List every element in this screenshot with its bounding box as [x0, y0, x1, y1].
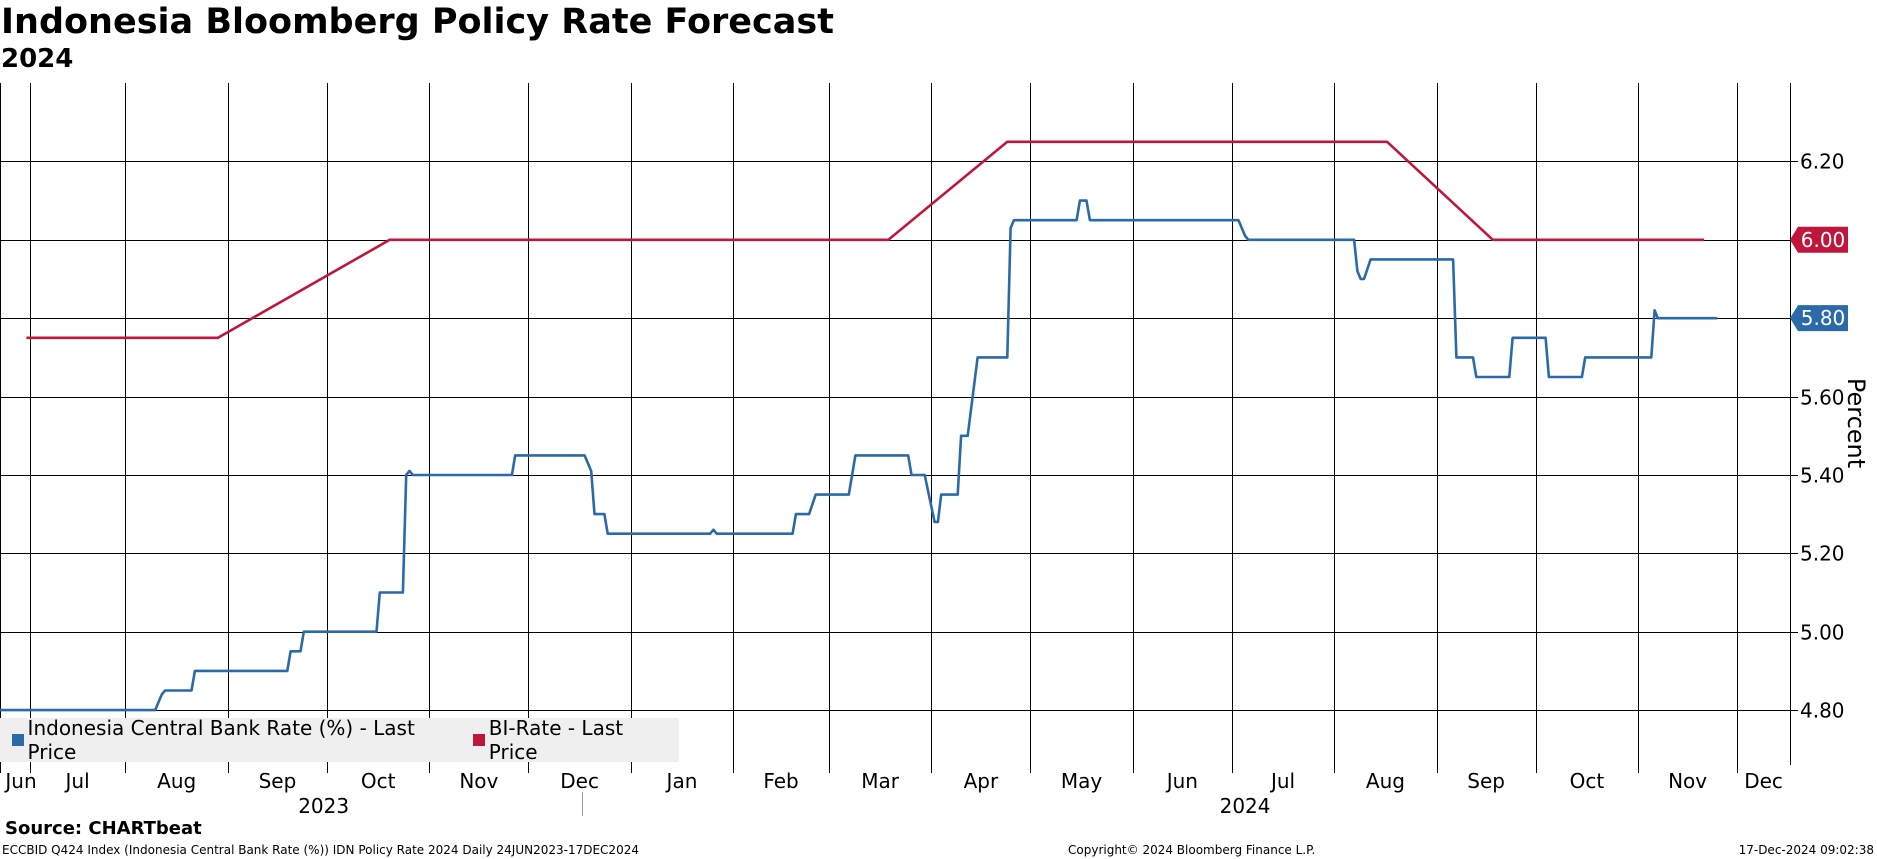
x-tick-label: Jul	[1269, 769, 1295, 793]
x-tick-label: Sep	[1467, 769, 1505, 793]
x-tick-label: Feb	[763, 769, 798, 793]
x-tick-label: Dec	[560, 769, 599, 793]
y-tick-label: 5.00	[1800, 621, 1845, 645]
footer-timestamp: 17-Dec-2024 09:02:38	[1738, 843, 1874, 857]
x-tick-label: Oct	[1570, 769, 1605, 793]
footer-copyright: Copyright© 2024 Bloomberg Finance L.P.	[1068, 843, 1316, 857]
legend-label: Indonesia Central Bank Rate (%) - Last P…	[27, 716, 415, 764]
y-axis-title: Percent	[1842, 378, 1870, 468]
legend-label: BI-Rate - Last Price	[488, 716, 624, 764]
x-tick-label: Jun	[1165, 769, 1198, 793]
x-year-label: 2024	[1220, 794, 1271, 818]
x-tick-label: Aug	[157, 769, 196, 793]
x-tick-label: Aug	[1366, 769, 1405, 793]
x-tick-label: Nov	[1668, 769, 1707, 793]
legend-item-bi-rate: BI-Rate - Last Price	[473, 716, 671, 764]
chart-legend: Indonesia Central Bank Rate (%) - Last P…	[0, 716, 679, 764]
last-value-badge: 5.80	[1790, 305, 1848, 332]
x-tick-label: Jun	[3, 769, 36, 793]
x-tick-label: Sep	[259, 769, 297, 793]
last-value-label: 6.00	[1801, 228, 1846, 252]
series-line-bi-rate	[26, 140, 1705, 340]
last-value-badge: 6.00	[1790, 226, 1848, 253]
footer-ticker-description: ECCBID Q424 Index (Indonesia Central Ban…	[2, 843, 639, 857]
source-note: Source: CHARTbeat	[5, 818, 202, 839]
y-tick-label: 5.20	[1800, 542, 1845, 566]
y-tick-label: 6.20	[1800, 150, 1845, 174]
x-tick-label: Oct	[361, 769, 396, 793]
y-tick-label: 5.40	[1800, 464, 1845, 488]
y-tick-label: 5.60	[1800, 386, 1845, 410]
legend-swatch-red	[473, 734, 485, 746]
x-tick-label: Mar	[861, 769, 900, 793]
y-tick-label: 4.80	[1800, 699, 1845, 723]
x-tick-label: Jul	[64, 769, 90, 793]
x-tick-label: Dec	[1744, 769, 1783, 793]
x-tick-label: Jan	[665, 769, 698, 793]
series-line-central-bank-rate	[0, 199, 1718, 712]
chart-title: Indonesia Bloomberg Policy Rate Forecast	[1, 2, 834, 42]
legend-item-central-bank-rate: Indonesia Central Bank Rate (%) - Last P…	[12, 716, 453, 764]
last-value-badge-shape	[1790, 305, 1848, 332]
x-tick-label: Nov	[459, 769, 498, 793]
x-year-label: 2023	[298, 794, 349, 818]
last-value-label: 5.80	[1801, 306, 1846, 330]
legend-swatch-blue	[12, 734, 24, 746]
chart-subtitle: 2024	[1, 44, 74, 74]
x-tick-label: May	[1061, 769, 1103, 793]
x-tick-label: Apr	[964, 769, 999, 793]
last-value-badge-shape	[1790, 226, 1848, 253]
